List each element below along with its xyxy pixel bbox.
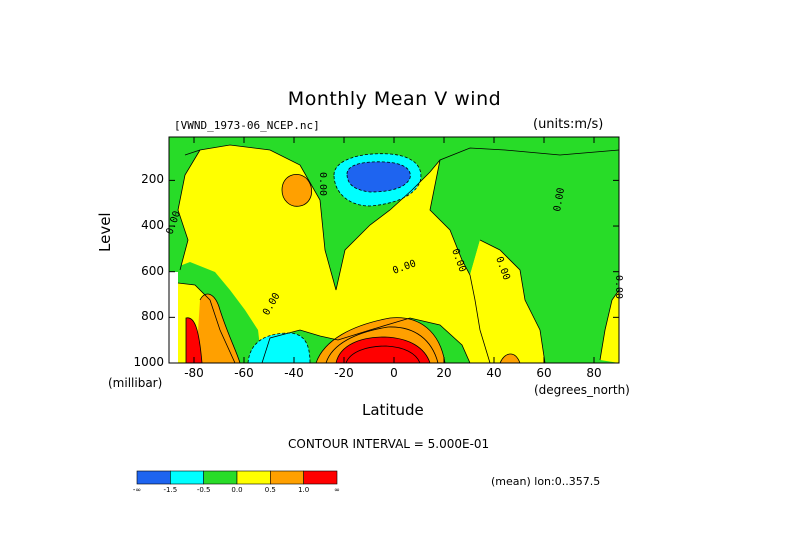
colorbar-tick-label: -1.5 — [163, 486, 178, 494]
x-tick-label: -40 — [284, 366, 304, 380]
contour-line — [346, 161, 411, 193]
x-tick-label: -20 — [334, 366, 354, 380]
contour-fill-layer — [169, 137, 619, 363]
contour-label: 0.00 — [317, 172, 328, 196]
colorbar-swatch — [270, 470, 304, 485]
x-tick-label: 0 — [390, 366, 398, 380]
contour-label: 0.00 — [613, 275, 624, 299]
contour-line — [325, 326, 439, 363]
contour-line — [247, 332, 311, 363]
contour-line — [185, 317, 203, 363]
contour-label: 0.00 — [552, 187, 567, 213]
colorbar-tick-label: 0.5 — [264, 486, 276, 494]
colorbar-swatch — [136, 470, 171, 485]
colorbar-swatch — [303, 470, 338, 485]
y-tick-marks — [169, 179, 619, 364]
y-axis-label: Level — [96, 212, 114, 252]
x-tick-label: 20 — [436, 366, 452, 380]
contour-line — [429, 159, 491, 363]
y-unit-label: (millibar) — [108, 376, 163, 390]
colorbar-tick-label: ∞ — [334, 486, 340, 494]
colorbar-tick-label: -0.5 — [196, 486, 211, 494]
mean-label: (mean) lon:0..357.5 — [491, 475, 601, 488]
contour-line — [315, 317, 446, 363]
x-tick-label: 80 — [586, 366, 602, 380]
contour-line — [184, 144, 619, 291]
contour-line — [335, 336, 431, 363]
chart-title: Monthly Mean V wind — [287, 88, 502, 110]
x-tick-label: 40 — [486, 366, 502, 380]
region-yellow-right-mid — [470, 240, 545, 363]
region-red-center-surface — [336, 337, 430, 363]
dataset-label: [VWND_1973-06_NCEP.nc] — [174, 119, 320, 132]
y-tick-label: 200 — [141, 172, 164, 187]
colorbar-swatch — [236, 470, 271, 485]
colorbar-swatch — [170, 470, 204, 485]
x-tick-marks — [193, 137, 595, 363]
contour-line — [199, 293, 241, 363]
colorbar-swatch — [203, 470, 238, 485]
contour-line — [261, 317, 471, 363]
contour-line — [499, 353, 521, 363]
x-axis-label: Latitude — [362, 401, 424, 419]
colorbar-tick-label: 0.0 — [231, 486, 243, 494]
contour-line — [281, 174, 313, 207]
contour-line — [345, 345, 421, 363]
region-green-left — [169, 137, 200, 275]
x-tick-label: 60 — [536, 366, 552, 380]
colorbar-tick-label: -∞ — [132, 486, 142, 494]
units-label: (units:m/s) — [533, 117, 604, 132]
y-tick-label: 600 — [141, 263, 164, 278]
region-green-right — [430, 148, 619, 363]
colorbar — [136, 470, 338, 485]
contour-interval-label: CONTOUR INTERVAL = 5.000E-01 — [288, 437, 490, 451]
x-tick-label: -60 — [234, 366, 254, 380]
contour-line — [479, 239, 546, 363]
contour-line — [177, 149, 201, 271]
region-orange-left — [196, 294, 240, 363]
x-tick-label: -80 — [184, 366, 204, 380]
region-yellow-right-edge — [600, 290, 619, 363]
y-tick-label: 1000 — [133, 355, 164, 369]
contour-line — [333, 153, 422, 207]
contour-lines — [177, 144, 619, 363]
x-unit-label: (degrees_north) — [534, 383, 630, 397]
y-tick-label: 800 — [141, 309, 164, 324]
region-cyan-surface — [248, 333, 310, 363]
colorbar-tick-label: 1.0 — [298, 486, 310, 494]
region-red-left-surface — [186, 317, 202, 363]
region-blue-upper — [347, 161, 411, 192]
region-orange-upper-left — [282, 174, 312, 207]
y-tick-label: 400 — [141, 218, 164, 233]
contour-line — [177, 282, 236, 363]
contour-line — [599, 289, 619, 361]
